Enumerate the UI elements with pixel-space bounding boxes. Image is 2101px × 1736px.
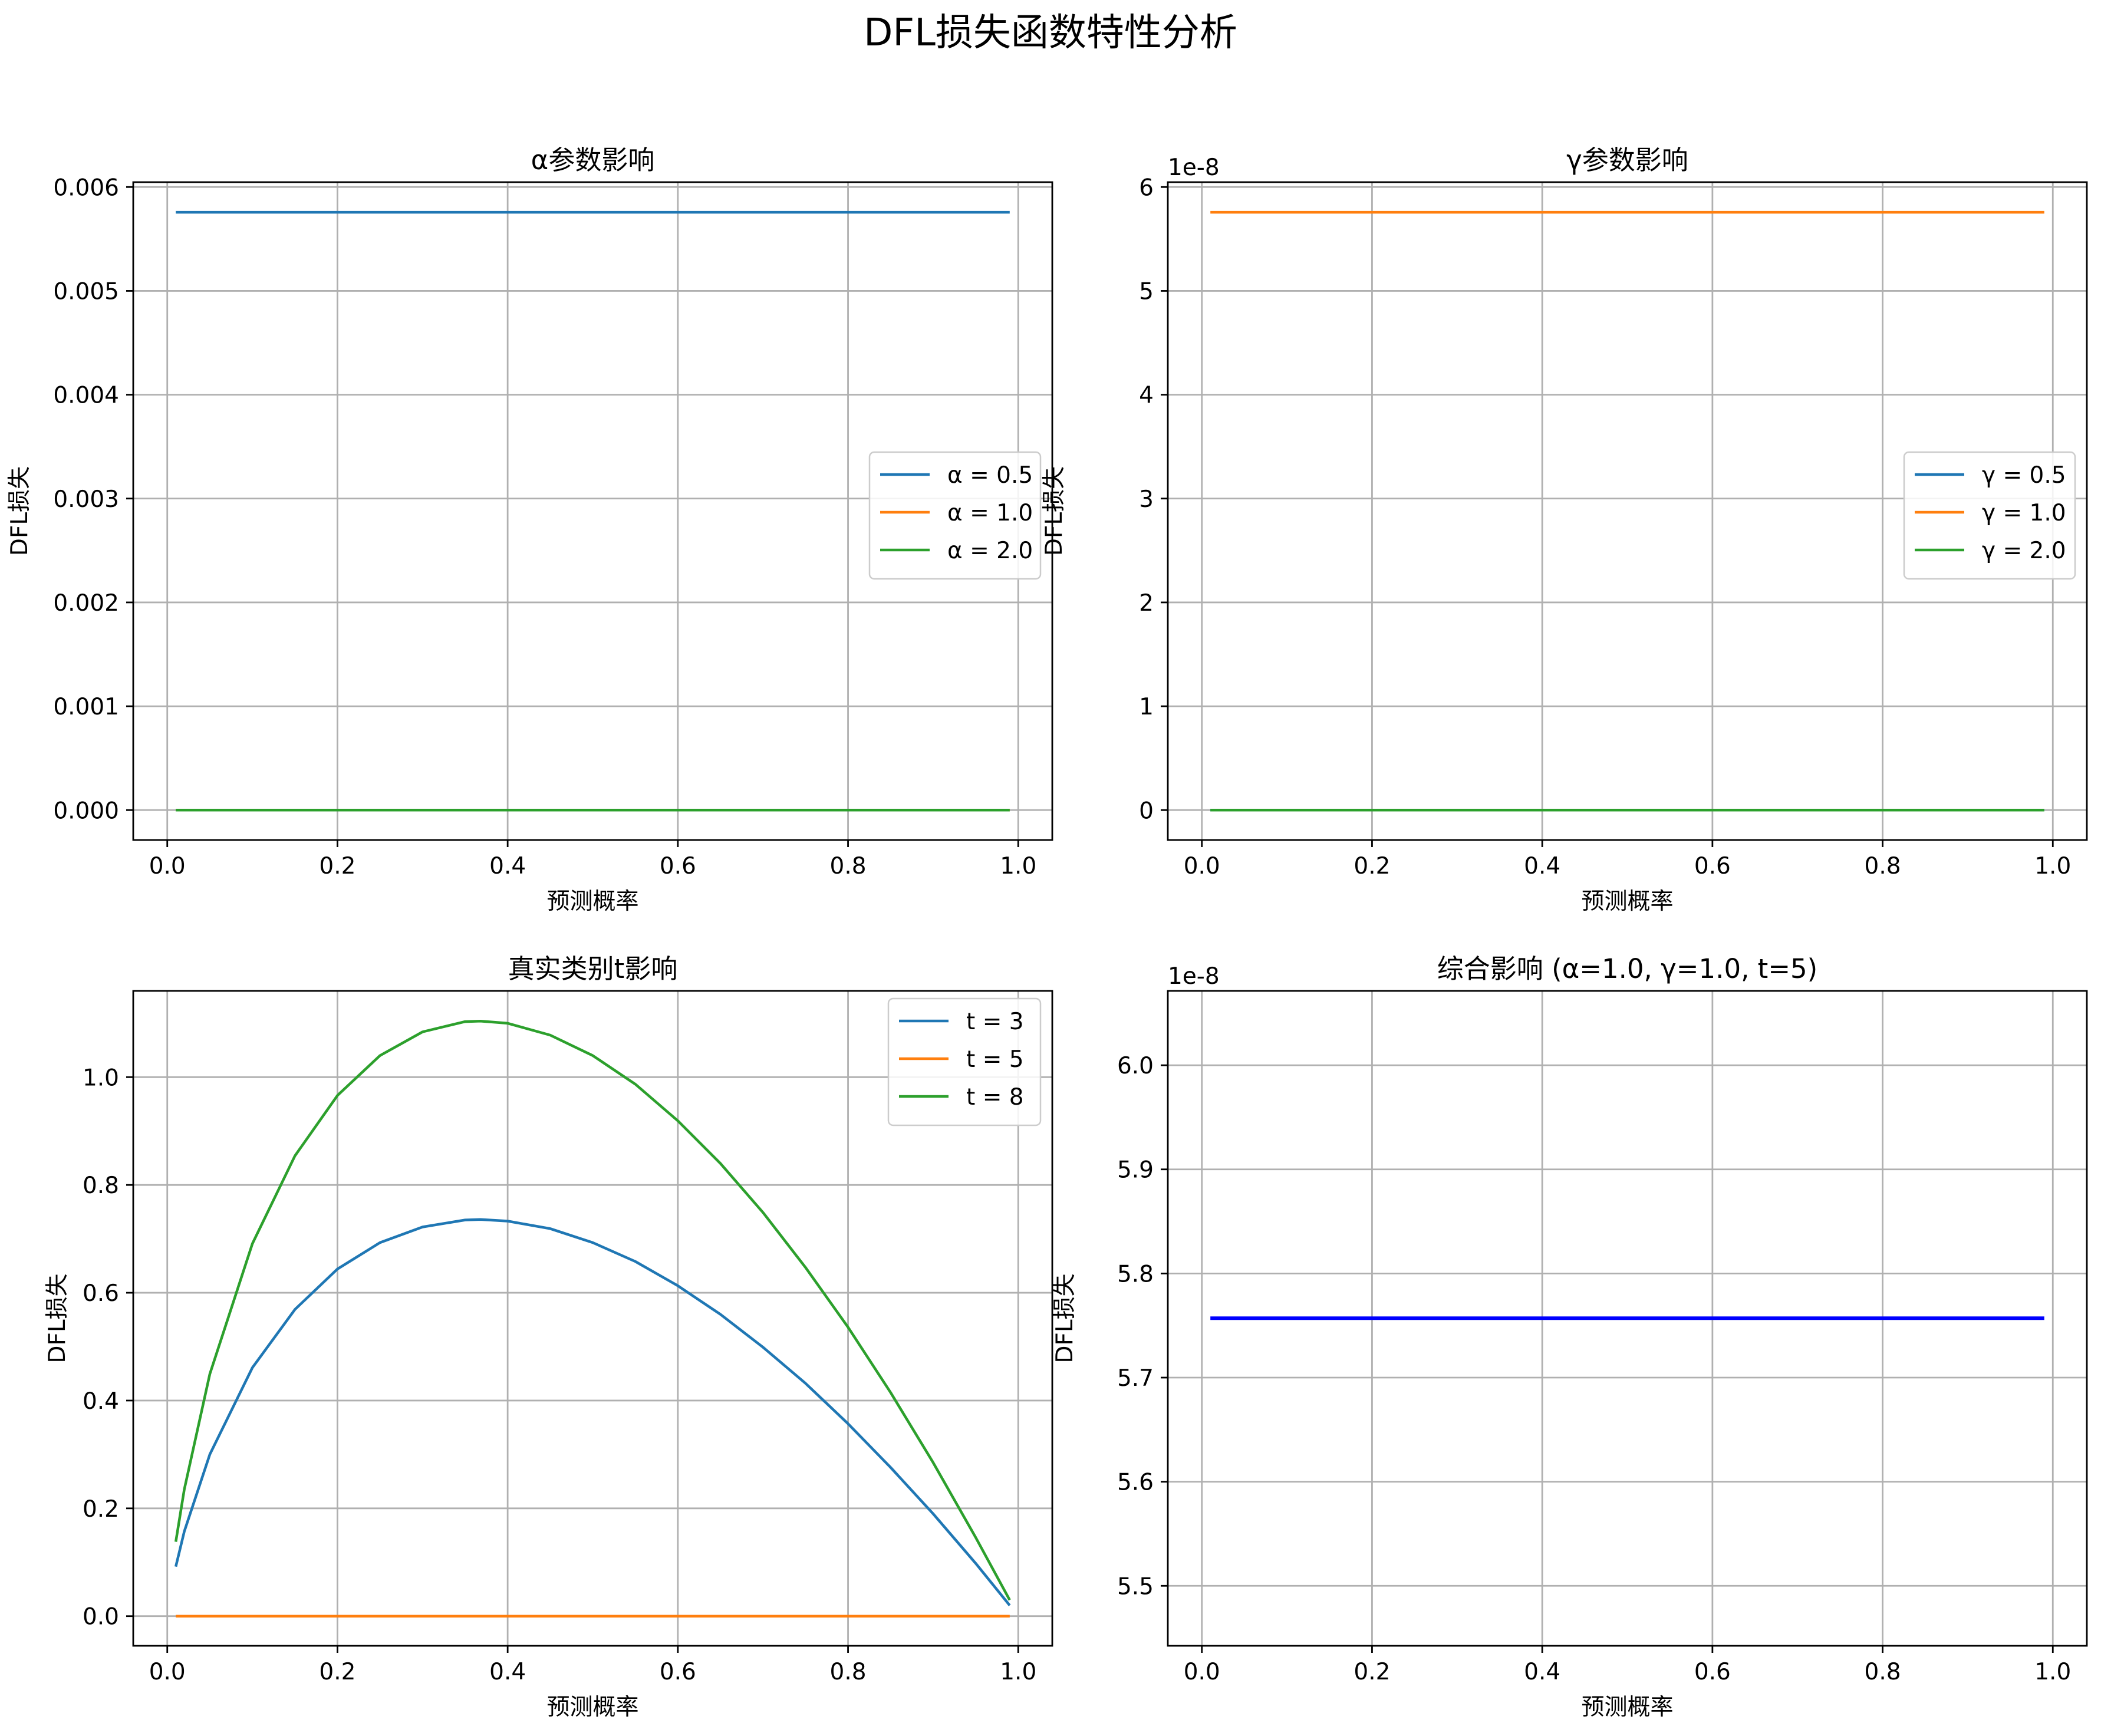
- x-tick-label: 0.0: [149, 1659, 186, 1685]
- x-tick-label: 0.4: [489, 853, 526, 879]
- y-tick-label: 5.9: [1117, 1157, 1154, 1184]
- y-tick-label: 1.0: [83, 1065, 119, 1091]
- legend-frame: [868, 451, 1042, 580]
- series-group: [176, 210, 1010, 812]
- subplot-title: α参数影响: [531, 144, 655, 176]
- y-tick-label: 4: [1139, 383, 1154, 409]
- x-tick-label: 0.2: [319, 1659, 355, 1685]
- y-tick-label: 0.4: [83, 1388, 119, 1415]
- x-tick-label: 0.4: [489, 1659, 526, 1685]
- subplot-title: 综合影响 (α=1.0, γ=1.0, t=5): [1437, 953, 1817, 984]
- subplots-container: 0.0 0.2 0.4 0.6 0.8 1.00.0000.0010.0020.0030.…: [6, 144, 2088, 1721]
- x-tick-label: 1.0: [1000, 853, 1036, 879]
- legend-label-3: α = 2.0: [947, 538, 1033, 564]
- subplot-1: 0.0 0.2 0.4 0.6 0.8 1.0 0.000 0.001 0.002 0.003 0.…: [6, 144, 1053, 915]
- subplot-title: γ参数影响: [1566, 144, 1688, 176]
- legend-label-2: α = 1.0: [947, 500, 1033, 526]
- x-tick-label: 0.6: [660, 1659, 696, 1685]
- axes-frame: [1167, 990, 2088, 1647]
- y-tick-label: 0.8: [83, 1172, 119, 1199]
- y-axis-label: DFL损失: [1041, 466, 1068, 556]
- y-tick-label: 5.8: [1117, 1261, 1154, 1287]
- legend: t = 3 t = 5 t = 8: [887, 997, 1042, 1126]
- series-line-1: [174, 1218, 1011, 1606]
- x-tick-label: 0.8: [1865, 853, 1901, 879]
- x-tick-label: 0.6: [1694, 853, 1731, 879]
- x-axis-label: 预测概率: [546, 1694, 638, 1721]
- y-tick-label: 0.001: [53, 694, 119, 720]
- series-line-3: [174, 1019, 1011, 1601]
- series-group: [1210, 210, 2044, 812]
- y-tick-label: 0.006: [53, 174, 119, 201]
- y-axis-label: DFL损失: [44, 1273, 71, 1363]
- y-axis-label: DFL损失: [6, 466, 33, 556]
- legend-label-1: α = 0.5: [947, 462, 1033, 489]
- figure-title: DFL损失函数特性分析: [864, 11, 1237, 55]
- axes-frame: [132, 990, 1053, 1647]
- y-tick-label: 0: [1139, 798, 1154, 824]
- x-tick-label: 0.0: [1184, 1659, 1220, 1685]
- x-tick-label: 0.4: [1524, 853, 1560, 879]
- y-tick-label: 6: [1139, 174, 1154, 201]
- y-tick-label: 0.004: [53, 383, 119, 409]
- x-tick-label: 0.8: [830, 853, 867, 879]
- y-tick-label: 5.6: [1117, 1470, 1154, 1496]
- x-tick-label: 0.2: [1354, 853, 1390, 879]
- legend-frame: [887, 997, 1042, 1126]
- x-tick-label: 1.0: [2034, 1659, 2071, 1685]
- legend-label-3: γ = 2.0: [1982, 538, 2066, 564]
- y-tick-label: 1: [1139, 694, 1154, 720]
- x-tick-label: 1.0: [1000, 1659, 1036, 1685]
- subplot-4: 0.0 0.2 0.4 0.6 0.8 1.0 5.5 5.6 5.7 5.8 5.9 6.0 1e-8…: [1052, 953, 2088, 1721]
- legend: α = 0.5 α = 1.0 α = 2.0: [868, 451, 1042, 580]
- x-tick-label: 0.4: [1524, 1659, 1560, 1685]
- series-group: [174, 1019, 1011, 1618]
- y-tick-label: 5: [1139, 278, 1154, 305]
- y-offset-text: 1e-8: [1168, 963, 1220, 990]
- legend-label-1: t = 3: [966, 1009, 1024, 1035]
- axes-frame: [1167, 181, 2088, 841]
- x-tick-label: 0.8: [1865, 1659, 1901, 1685]
- x-axis-label: 预测概率: [1581, 1694, 1673, 1721]
- y-tick-label: 5.7: [1117, 1365, 1154, 1392]
- y-tick-label: 0.002: [53, 590, 119, 617]
- legend-label-3: t = 8: [966, 1084, 1024, 1111]
- y-tick-label: 2: [1139, 590, 1154, 617]
- x-tick-label: 1.0: [2034, 853, 2071, 879]
- y-tick-label: 0.000: [53, 798, 119, 824]
- x-tick-label: 0.6: [660, 853, 696, 879]
- y-tick-label: 0.003: [53, 486, 119, 513]
- x-axis-label: 预测概率: [1581, 888, 1673, 915]
- y-tick-label: 5.5: [1117, 1573, 1154, 1600]
- subplot-3: 0.0 0.2 0.4 0.6 0.8 1.0 0.0 0.2 0.4 0.6 0.8 1.0 真实类别…: [44, 953, 1053, 1721]
- x-tick-label: 0.8: [830, 1659, 867, 1685]
- legend-label-2: γ = 1.0: [1982, 500, 2066, 526]
- legend-frame: [1903, 451, 2076, 580]
- legend: γ = 0.5 γ = 1.0 γ = 2.0: [1903, 451, 2076, 580]
- y-tick-label: 0.6: [83, 1280, 119, 1307]
- x-tick-label: 0.0: [149, 853, 186, 879]
- y-offset-text: 1e-8: [1168, 154, 1220, 181]
- y-axis-label: DFL损失: [1052, 1273, 1078, 1363]
- x-tick-label: 0.0: [1184, 853, 1220, 879]
- y-tick-label: 3: [1139, 486, 1154, 513]
- y-tick-label: 0.2: [83, 1496, 119, 1523]
- y-tick-label: 0.005: [53, 278, 119, 305]
- legend-label-2: t = 5: [966, 1046, 1024, 1073]
- y-tick-label: 0.0: [83, 1604, 119, 1630]
- legend-label-1: γ = 0.5: [1982, 462, 2066, 489]
- x-axis-label: 预测概率: [546, 888, 638, 915]
- subplot-title: 真实类别t影响: [508, 953, 678, 984]
- x-tick-label: 0.2: [319, 853, 355, 879]
- y-tick-label: 6.0: [1117, 1053, 1154, 1079]
- x-tick-label: 0.6: [1694, 1659, 1731, 1685]
- axes-frame: [132, 181, 1053, 841]
- x-tick-label: 0.2: [1354, 1659, 1390, 1685]
